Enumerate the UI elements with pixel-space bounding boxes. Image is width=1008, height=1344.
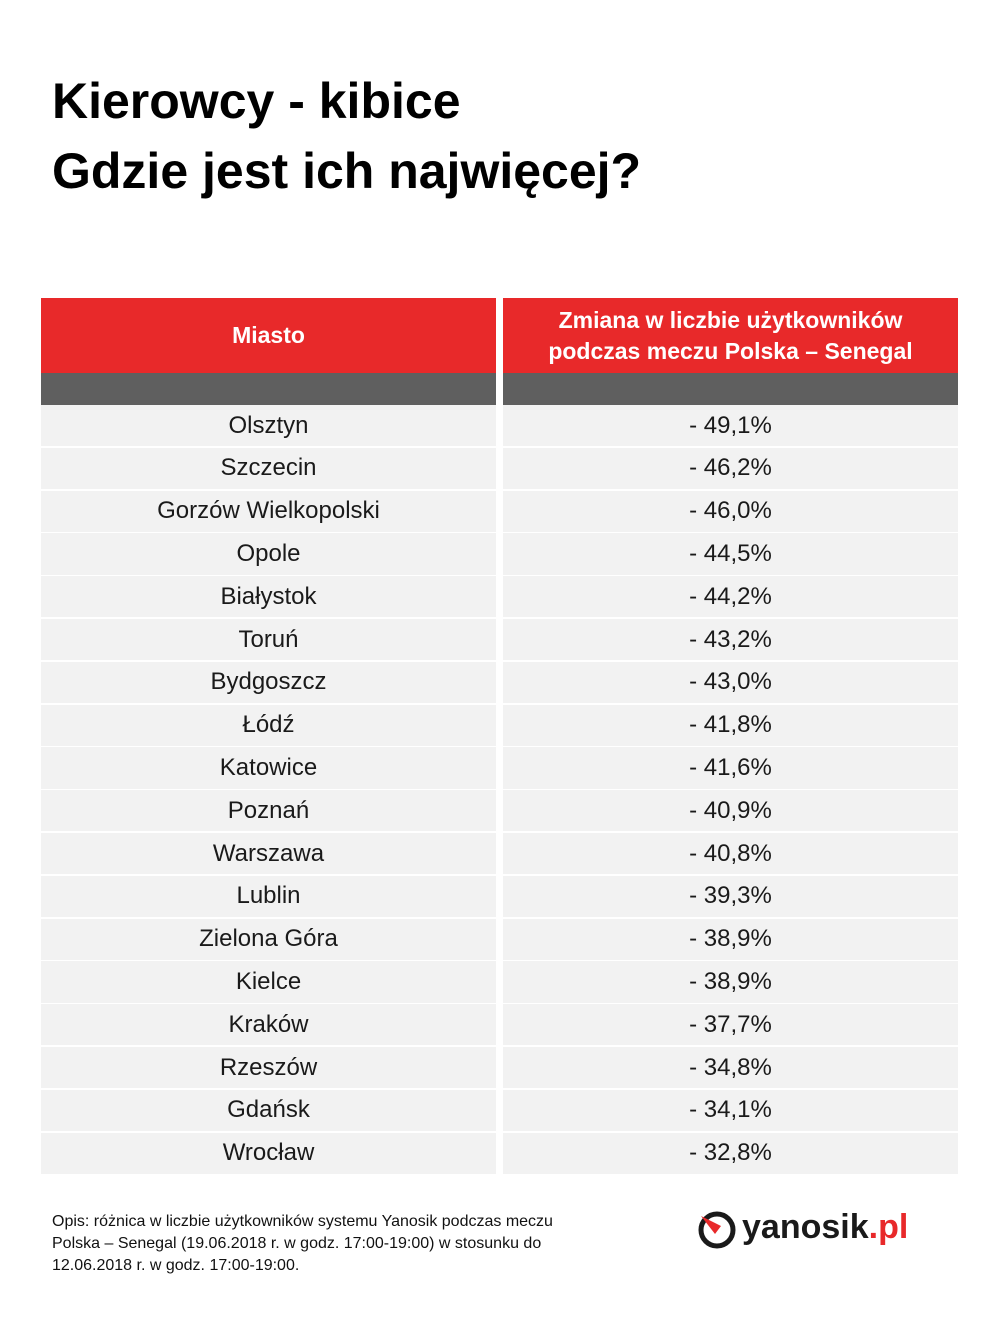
cell-text: Poznań [227, 796, 310, 824]
cell-text: Bydgoszcz [210, 668, 327, 696]
table-cell: - 46,0% [503, 490, 958, 532]
logo-name: yanosik [742, 1208, 869, 1246]
cell-text: Toruń [238, 625, 299, 653]
table-cell: - 40,8% [503, 833, 958, 875]
cell-text: - 38,9% [689, 968, 772, 996]
table-cell: - 40,9% [503, 790, 958, 832]
cell-text: Rzeszów [219, 1053, 318, 1081]
header-text: Miasto [232, 322, 305, 348]
table-cell: Warszawa [41, 833, 496, 875]
header-band [41, 373, 496, 405]
table-cell: - 46,2% [503, 447, 958, 490]
table-cell: Poznań [41, 790, 496, 832]
logo-icon [698, 1211, 736, 1249]
footnote-line: 12.06.2018 r. w godz. 17:00-19:00. [52, 1257, 300, 1274]
cell-text: - 43,0% [689, 668, 772, 696]
table-cell: Gdańsk [41, 1089, 496, 1132]
cell-text: Opole [236, 540, 301, 568]
cell-text: Olsztyn [228, 411, 309, 439]
cell-text: - 41,6% [689, 754, 772, 782]
table-cell: Bydgoszcz [41, 661, 496, 704]
table-cell: Olsztyn [41, 405, 496, 447]
cell-text: - 32,8% [689, 1139, 772, 1167]
table-cell: Zielona Góra [41, 918, 496, 960]
cell-text: Kielce [235, 968, 302, 996]
table-cell: - 34,1% [503, 1089, 958, 1132]
table-cell: Katowice [41, 747, 496, 789]
cell-text: - 34,1% [689, 1096, 772, 1124]
cell-text: Szczecin [220, 454, 317, 482]
table-cell: - 49,1% [503, 405, 958, 447]
cell-text: - 38,9% [689, 925, 772, 953]
header-cell: Zmiana w liczbie użytkowników podczas mec… [503, 298, 958, 373]
table-cell: - 32,8% [503, 1132, 958, 1174]
table-cell: Szczecin [41, 447, 496, 490]
table-cell: - 38,9% [503, 961, 958, 1003]
title-line: Kierowcy - kibice [52, 73, 461, 129]
footnote-line: Opis: różnica w liczbie użytkowników sys… [52, 1213, 553, 1230]
table-cell: - 41,8% [503, 704, 958, 746]
table-cell: Toruń [41, 619, 496, 661]
table-cell: - 39,3% [503, 875, 958, 918]
table-cell: - 38,9% [503, 918, 958, 960]
cell-text: Zielona Góra [199, 925, 338, 953]
cell-text: - 40,9% [689, 796, 772, 824]
table-cell: - 34,8% [503, 1047, 958, 1089]
table-cell: - 44,5% [503, 533, 958, 575]
cell-text: - 43,2% [689, 625, 772, 653]
table-cell: Wrocław [41, 1132, 496, 1174]
header-band [503, 373, 958, 405]
cell-text: - 44,2% [689, 582, 772, 610]
cell-text: - 49,1% [689, 411, 772, 439]
footnote-line: Polska – Senegal (19.06.2018 r. w godz. … [52, 1235, 542, 1252]
cell-text: Warszawa [212, 839, 325, 867]
header-text: podczas meczu Polska – Senegal [548, 337, 913, 364]
cell-text: - 46,0% [689, 497, 772, 525]
cell-text: Katowice [219, 754, 318, 782]
logo: yanosik.pl [742, 1208, 908, 1247]
cell-text: - 40,8% [689, 839, 772, 867]
cell-text: Białystok [220, 582, 317, 610]
table-cell: Lublin [41, 875, 496, 918]
logo-tld: .pl [868, 1208, 909, 1246]
cell-text: - 44,5% [689, 540, 772, 568]
table-cell: Kraków [41, 1004, 496, 1046]
cell-text: - 37,7% [689, 1010, 772, 1038]
title-line: Gdzie jest ich najwięcej? [52, 143, 642, 199]
table-cell: - 43,0% [503, 661, 958, 704]
cell-text: - 46,2% [689, 454, 772, 482]
cell-text: Gdańsk [227, 1096, 310, 1124]
table-cell: - 37,7% [503, 1004, 958, 1046]
table-cell: Łódź [41, 704, 496, 746]
header-cell: Miasto [41, 298, 496, 373]
table-cell: Kielce [41, 961, 496, 1003]
cell-text: - 41,8% [689, 711, 772, 739]
cell-text: - 34,8% [689, 1053, 772, 1081]
cell-text: Gorzów Wielkopolski [157, 497, 380, 525]
table-cell: Opole [41, 533, 496, 575]
table-cell: - 43,2% [503, 619, 958, 661]
cell-text: Lublin [236, 882, 301, 910]
header-text: Zmiana w liczbie użytkowników [558, 306, 903, 333]
cell-text: Łódź [242, 711, 295, 739]
table-cell: - 41,6% [503, 747, 958, 789]
table-cell: - 44,2% [503, 576, 958, 618]
table-cell: Białystok [41, 576, 496, 618]
cell-text: Kraków [228, 1010, 309, 1038]
table-cell: Rzeszów [41, 1047, 496, 1089]
cell-text: - 39,3% [689, 882, 772, 910]
table-cell: Gorzów Wielkopolski [41, 490, 496, 532]
cell-text: Wrocław [222, 1139, 315, 1167]
